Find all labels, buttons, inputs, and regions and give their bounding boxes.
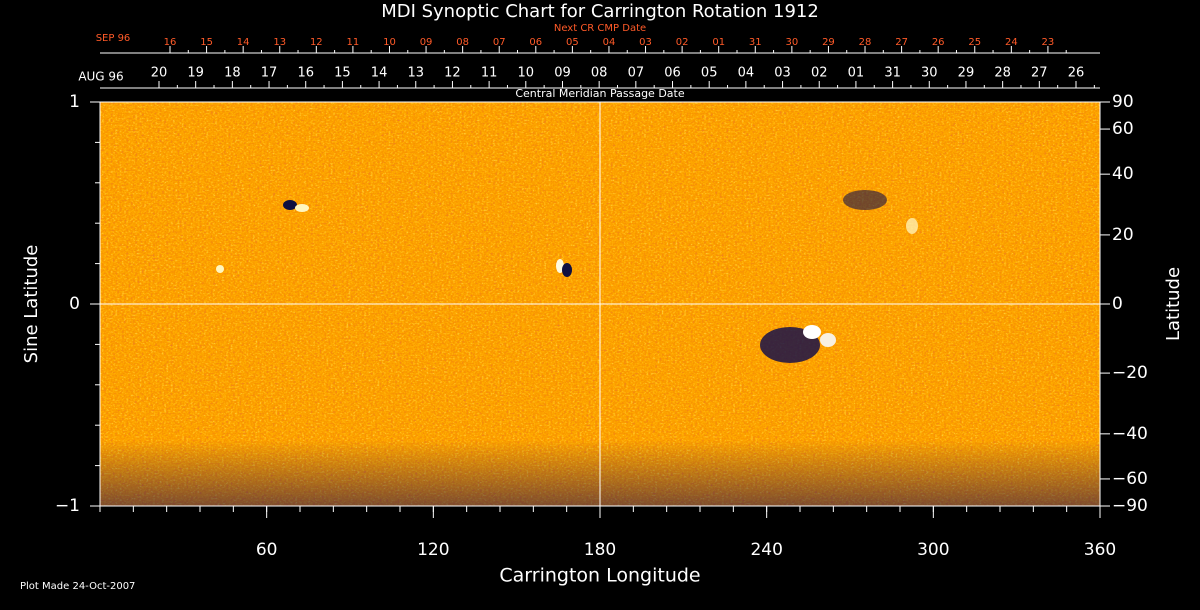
chart-title: MDI Synoptic Chart for Carrington Rotati… xyxy=(381,1,819,22)
y2-tick-label: 60 xyxy=(1112,119,1134,139)
date-label: 11 xyxy=(481,66,498,81)
date-label: 30 xyxy=(921,66,938,81)
date-label: 13 xyxy=(407,66,424,81)
date-label: 14 xyxy=(237,37,250,48)
date-label: 24 xyxy=(1005,37,1018,48)
y2-tick-label: −20 xyxy=(1112,363,1148,383)
y-tick-label: 0 xyxy=(69,294,80,314)
date-label: 07 xyxy=(628,66,645,81)
date-label: 02 xyxy=(811,66,828,81)
y2-tick-label: 0 xyxy=(1112,294,1123,314)
y2-axis-title: Latitude xyxy=(1163,267,1184,341)
x-tick-label: 300 xyxy=(917,540,949,560)
date-label: 28 xyxy=(994,66,1011,81)
date-label: 14 xyxy=(371,66,388,81)
y-axis-title: Sine Latitude xyxy=(21,245,42,364)
date-label: 03 xyxy=(774,66,791,81)
date-label: 09 xyxy=(420,37,433,48)
top-axis-month: SEP 96 xyxy=(96,33,131,44)
date-label: 02 xyxy=(676,37,689,48)
y2-tick-label: −40 xyxy=(1112,424,1148,444)
date-label: 05 xyxy=(701,66,718,81)
date-label: 27 xyxy=(1031,66,1048,81)
top-axis-label: Next CR CMP Date xyxy=(554,23,646,34)
date-label: 12 xyxy=(310,37,323,48)
date-label: 31 xyxy=(884,66,901,81)
footer: Plot Made 24-Oct-2007 xyxy=(20,581,135,592)
y2-tick-label: 40 xyxy=(1112,164,1134,184)
x-tick-label: 180 xyxy=(584,540,616,560)
date-label: 26 xyxy=(932,37,945,48)
date-label: 18 xyxy=(224,66,241,81)
date-label: 04 xyxy=(738,66,755,81)
date-label: 19 xyxy=(187,66,204,81)
date-label: 06 xyxy=(529,37,542,48)
date-label: 08 xyxy=(591,66,608,81)
y2-tick-label: −60 xyxy=(1112,469,1148,489)
date-label: 31 xyxy=(749,37,762,48)
y2-tick-label: −90 xyxy=(1112,496,1148,516)
date-label: 15 xyxy=(200,37,213,48)
x-tick-label: 60 xyxy=(256,540,278,560)
date-label: 29 xyxy=(822,37,835,48)
date-label: 26 xyxy=(1068,66,1085,81)
y2-tick-label: 90 xyxy=(1112,92,1134,112)
date-label: 09 xyxy=(554,66,571,81)
y-tick-label: 1 xyxy=(69,92,80,112)
date-label: 07 xyxy=(493,37,506,48)
date-label: 01 xyxy=(712,37,725,48)
date-label: 13 xyxy=(273,37,286,48)
date-label: 05 xyxy=(566,37,579,48)
date-label: 01 xyxy=(848,66,865,81)
date-label: 16 xyxy=(297,66,314,81)
second-axis-month: AUG 96 xyxy=(78,70,123,84)
date-label: 08 xyxy=(456,37,469,48)
second-axis-label: Central Meridian Passage Date xyxy=(515,87,684,100)
date-label: 12 xyxy=(444,66,461,81)
y-tick-label: −1 xyxy=(55,496,80,516)
date-label: 17 xyxy=(261,66,278,81)
date-label: 20 xyxy=(151,66,168,81)
date-label: 25 xyxy=(968,37,981,48)
date-label: 23 xyxy=(1042,37,1055,48)
x-axis-title: Carrington Longitude xyxy=(499,565,700,587)
date-label: 28 xyxy=(859,37,872,48)
date-label: 10 xyxy=(518,66,535,81)
date-label: 11 xyxy=(347,37,360,48)
y2-tick-label: 20 xyxy=(1112,225,1134,245)
date-label: 04 xyxy=(603,37,616,48)
date-label: 03 xyxy=(639,37,652,48)
x-tick-label: 120 xyxy=(417,540,449,560)
date-label: 16 xyxy=(164,37,177,48)
date-label: 27 xyxy=(895,37,908,48)
date-label: 30 xyxy=(785,37,798,48)
date-label: 06 xyxy=(664,66,681,81)
date-label: 10 xyxy=(383,37,396,48)
x-tick-label: 240 xyxy=(750,540,782,560)
x-tick-label: 360 xyxy=(1084,540,1116,560)
active-regions xyxy=(216,190,918,363)
date-label: 29 xyxy=(958,66,975,81)
date-label: 15 xyxy=(334,66,351,81)
